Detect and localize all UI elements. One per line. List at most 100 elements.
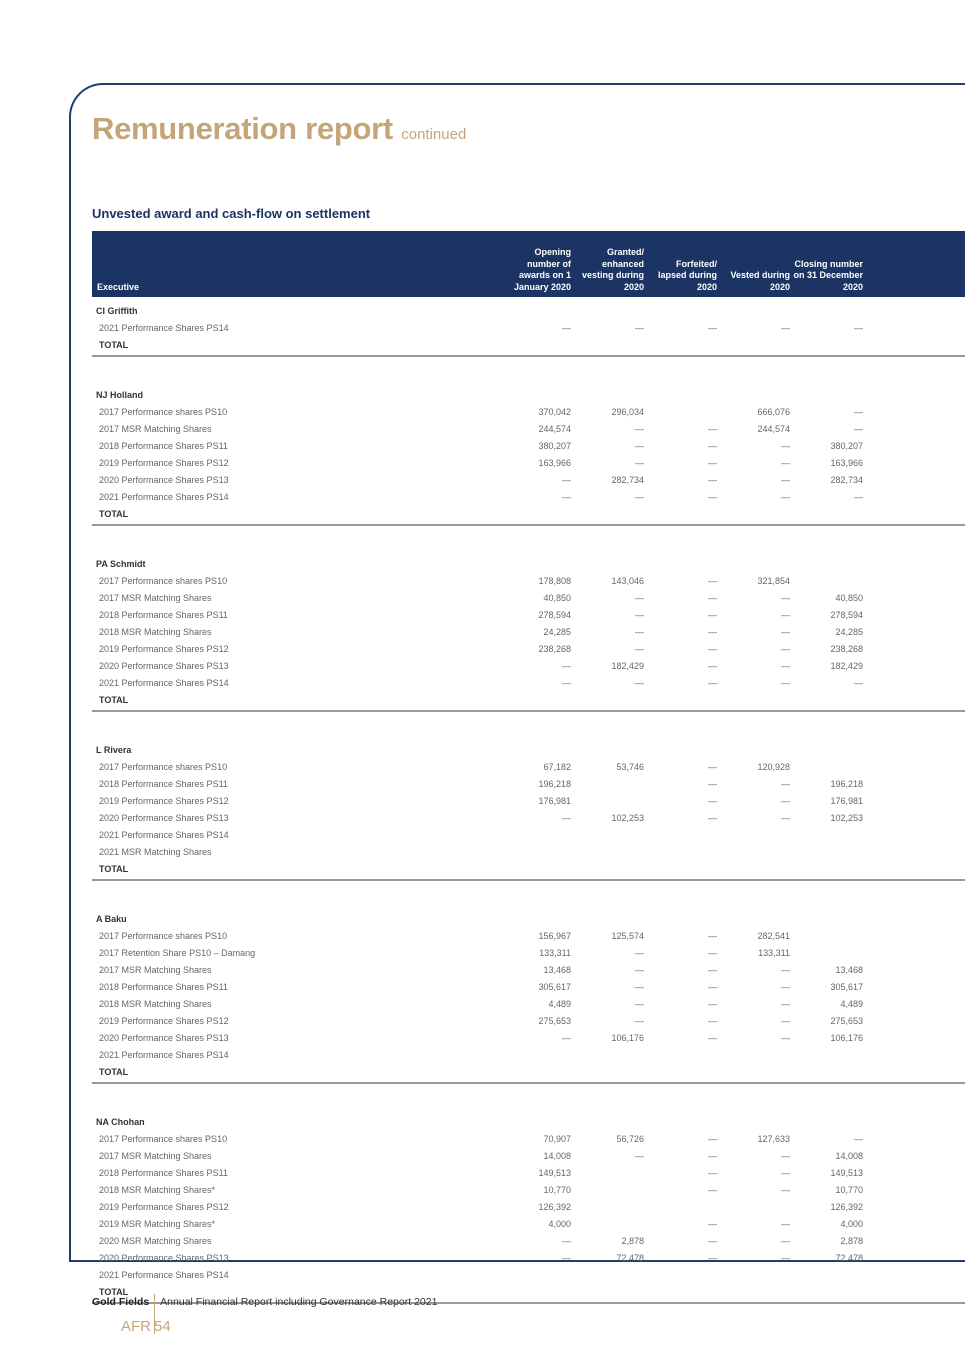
table-row: 2020 Performance Shares PS13 — 282,734 — — 28… xyxy=(92,472,965,489)
table-row: 2018 Performance Shares PS11 149,513 — — 149… xyxy=(92,1165,965,1182)
value-cell: — xyxy=(781,1185,790,1195)
value-cell: — xyxy=(708,982,717,992)
table-row: 2020 Performance Shares PS13 — 106,176 — — 10… xyxy=(92,1030,965,1047)
value-cell: — xyxy=(635,678,644,688)
table-row: 2018 Performance Shares PS11 380,207 — — — 38… xyxy=(92,438,965,455)
table-row: 2018 MSR Matching Shares 24,285 — — — 24,285 xyxy=(92,624,965,641)
table-row: 2019 Performance Shares PS12 126,392 126,3… xyxy=(92,1199,965,1216)
table-row: 2020 Performance Shares PS13 — 102,253 — — 10… xyxy=(92,810,965,827)
award-label: 2018 MSR Matching Shares* xyxy=(99,1185,216,1195)
award-label: 2019 Performance Shares PS12 xyxy=(99,644,229,654)
value-cell: 156,967 xyxy=(538,931,571,941)
value-cell: — xyxy=(781,458,790,468)
award-label: 2018 MSR Matching Shares xyxy=(99,999,212,1009)
table-row: 2017 MSR Matching Shares 14,008 — — — 14,008 xyxy=(92,1148,965,1165)
value-cell: — xyxy=(708,458,717,468)
page-number: 54 xyxy=(154,1318,171,1335)
executive-name: PA Schmidt xyxy=(96,559,146,569)
table-row: 2020 Performance Shares PS13 — 182,429 — — 18… xyxy=(92,658,965,675)
value-cell: 56,726 xyxy=(616,1134,644,1144)
value-cell: — xyxy=(562,323,571,333)
award-label: 2018 Performance Shares PS11 xyxy=(99,1168,228,1178)
award-label: 2017 Performance shares PS10 xyxy=(99,762,228,772)
value-cell: 370,042 xyxy=(538,407,571,417)
total-label: TOTAL xyxy=(99,695,129,705)
value-cell: 282,734 xyxy=(830,475,863,485)
executive-name: NA Chohan xyxy=(96,1117,145,1127)
value-cell: 321,854 xyxy=(757,576,790,586)
award-label: 2021 Performance Shares PS14 xyxy=(99,492,229,502)
value-cell: — xyxy=(781,610,790,620)
executive-name-row: L Rivera xyxy=(92,742,965,759)
value-cell: 278,594 xyxy=(538,610,571,620)
table-row: 2021 Performance Shares PS14 xyxy=(92,1047,965,1064)
footer-report: Annual Financial Report including Govern… xyxy=(160,1296,438,1308)
col-closing: Closing number on 31 December 2020 xyxy=(793,258,863,292)
value-cell: 102,253 xyxy=(611,813,644,823)
total-row: TOTAL xyxy=(92,1284,965,1301)
value-cell: — xyxy=(635,593,644,603)
col-vested: Vested during 2020 xyxy=(730,270,790,292)
executive-group: CI Griffith 2021 Performance Shares PS14 —… xyxy=(92,303,965,357)
value-cell: — xyxy=(635,441,644,451)
value-cell: 275,653 xyxy=(538,1016,571,1026)
value-cell: — xyxy=(781,1168,790,1178)
value-cell: — xyxy=(854,407,863,417)
value-cell: 143,046 xyxy=(611,576,644,586)
executive-name-row: CI Griffith xyxy=(92,303,965,320)
value-cell: — xyxy=(708,492,717,502)
value-cell: 4,489 xyxy=(548,999,571,1009)
executive-name: L Rivera xyxy=(96,745,132,755)
executive-group: A Baku 2017 Performance shares PS10 156,96… xyxy=(92,911,965,1084)
table-row: 2021 Performance Shares PS14 — — — — — xyxy=(92,675,965,692)
value-cell: 305,617 xyxy=(830,982,863,992)
value-cell: — xyxy=(708,1236,717,1246)
value-cell: 196,218 xyxy=(830,779,863,789)
award-label: 2021 Performance Shares PS14 xyxy=(99,830,229,840)
value-cell: — xyxy=(708,999,717,1009)
award-label: 2020 Performance Shares PS13 xyxy=(99,813,229,823)
award-label: 2021 Performance Shares PS14 xyxy=(99,323,229,333)
value-cell: — xyxy=(562,1253,571,1263)
value-cell: 163,966 xyxy=(830,458,863,468)
value-cell: 182,429 xyxy=(830,661,863,671)
table-row: 2017 MSR Matching Shares 40,850 — — — 40,850 xyxy=(92,590,965,607)
executive-group: PA Schmidt 2017 Performance shares PS10 17… xyxy=(92,556,965,712)
award-label: 2020 Performance Shares PS13 xyxy=(99,661,229,671)
value-cell: 13,468 xyxy=(543,965,571,975)
value-cell: — xyxy=(708,1219,717,1229)
value-cell: — xyxy=(781,982,790,992)
group-divider xyxy=(92,1082,965,1084)
group-divider xyxy=(92,1302,965,1304)
executive-name-row: NJ Holland xyxy=(92,387,965,404)
value-cell: 163,966 xyxy=(538,458,571,468)
value-cell: 10,770 xyxy=(835,1185,863,1195)
footer-section: AFR xyxy=(121,1318,151,1335)
value-cell: 127,633 xyxy=(757,1134,790,1144)
total-row: TOTAL xyxy=(92,506,965,523)
value-cell: — xyxy=(708,441,717,451)
value-cell: — xyxy=(781,593,790,603)
award-label: 2018 Performance Shares PS11 xyxy=(99,441,228,451)
award-label: 2021 MSR Matching Shares xyxy=(99,847,212,857)
value-cell: 24,285 xyxy=(835,627,863,637)
executive-name: CI Griffith xyxy=(96,306,138,316)
executive-group: NJ Holland 2017 Performance shares PS10 37… xyxy=(92,387,965,526)
award-label: 2020 MSR Matching Shares xyxy=(99,1236,212,1246)
value-cell: — xyxy=(635,627,644,637)
col-granted: Granted/ enhanced vesting during 2020 xyxy=(581,247,644,292)
value-cell: — xyxy=(708,1168,717,1178)
footer: Gold Fields Annual Financial Report inclu… xyxy=(92,1294,438,1336)
total-label: TOTAL xyxy=(99,340,129,350)
value-cell: 40,850 xyxy=(543,593,571,603)
value-cell: — xyxy=(781,661,790,671)
value-cell: — xyxy=(781,1219,790,1229)
award-label: 2021 Performance Shares PS14 xyxy=(99,1270,229,1280)
value-cell: — xyxy=(781,492,790,502)
total-row: TOTAL xyxy=(92,692,965,709)
total-row: TOTAL xyxy=(92,861,965,878)
value-cell: — xyxy=(781,441,790,451)
award-label: 2017 MSR Matching Shares xyxy=(99,1151,212,1161)
total-row: TOTAL xyxy=(92,337,965,354)
value-cell: 13,468 xyxy=(835,965,863,975)
